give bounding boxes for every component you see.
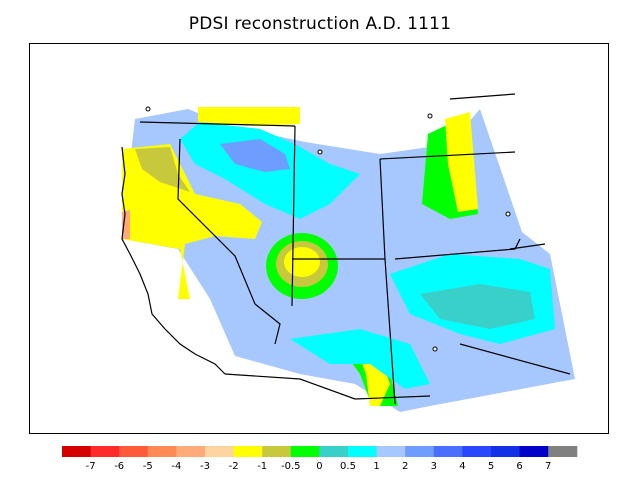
lake-1	[145, 106, 151, 112]
legend-label: 2	[402, 461, 408, 472]
legend-swatch	[290, 446, 320, 457]
legend-label: 0	[316, 461, 322, 472]
legend-swatch	[262, 446, 292, 457]
region-dry-west-olive	[135, 147, 190, 192]
legend-label: 4	[459, 461, 465, 472]
lake-5	[432, 346, 438, 352]
legend-label: -6	[114, 461, 124, 472]
legend-label: -3	[200, 461, 210, 472]
border-co-ks	[379, 151, 516, 160]
legend-swatch	[433, 446, 463, 457]
legend-swatch	[62, 446, 92, 457]
legend-swatch	[519, 446, 549, 457]
lake-2	[317, 149, 323, 155]
coastline	[121, 146, 226, 375]
legend-swatch	[548, 446, 578, 457]
lake-4	[505, 211, 511, 217]
legend-label: 5	[488, 461, 494, 472]
legend-label: 1	[373, 461, 379, 472]
legend-swatch	[119, 446, 149, 457]
lakes	[145, 106, 511, 352]
legend-label: 0.5	[340, 461, 356, 472]
region-north-blue	[220, 139, 290, 172]
legend-swatch	[319, 446, 349, 457]
legend-swatch	[233, 446, 263, 457]
legend-label: -0.5	[281, 461, 301, 472]
legend-swatch	[491, 446, 521, 457]
legend-label: -1	[257, 461, 267, 472]
map-title: PDSI reconstruction A.D. 1111	[188, 14, 452, 34]
border-az-ca	[254, 303, 281, 345]
region-dry-west	[122, 144, 262, 299]
legend-swatch	[376, 446, 406, 457]
legend-label: 6	[516, 461, 522, 472]
legend-swatch	[462, 446, 492, 457]
border-az-nm	[384, 258, 396, 405]
legend-label: -7	[86, 461, 96, 472]
legend-label: -2	[229, 461, 239, 472]
border-nm-tx	[394, 238, 521, 260]
region-sw-cyan	[290, 329, 430, 389]
legend-swatch	[176, 446, 206, 457]
region-coast-orange	[122, 210, 130, 239]
pdsi-map	[121, 93, 575, 412]
region-se-teal	[420, 284, 535, 329]
legend-swatch	[147, 446, 177, 457]
region-north-yellow	[198, 107, 300, 126]
legend-swatch	[205, 446, 235, 457]
region-east-yellow	[445, 112, 478, 212]
borders	[121, 93, 571, 405]
legend-swatch	[90, 446, 120, 457]
legend-swatch	[348, 446, 378, 457]
legend-label: -4	[171, 461, 181, 472]
lake-3	[427, 113, 433, 119]
border-or-id	[139, 121, 296, 127]
map-frame	[29, 43, 609, 434]
border-nv-ut	[291, 125, 296, 307]
border-mex	[224, 373, 431, 400]
legend-label: 7	[545, 461, 551, 472]
border-east	[449, 93, 571, 375]
border-ca-nv	[177, 138, 256, 305]
legend-label: -5	[143, 461, 153, 472]
legend-swatch	[405, 446, 435, 457]
legend-label: 3	[431, 461, 437, 472]
